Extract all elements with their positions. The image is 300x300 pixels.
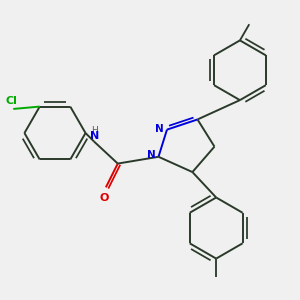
- Text: O: O: [100, 194, 109, 203]
- Text: H: H: [91, 126, 98, 135]
- Text: N: N: [147, 150, 155, 160]
- Text: N: N: [90, 131, 99, 141]
- Text: Cl: Cl: [6, 95, 17, 106]
- Text: N: N: [155, 124, 164, 134]
